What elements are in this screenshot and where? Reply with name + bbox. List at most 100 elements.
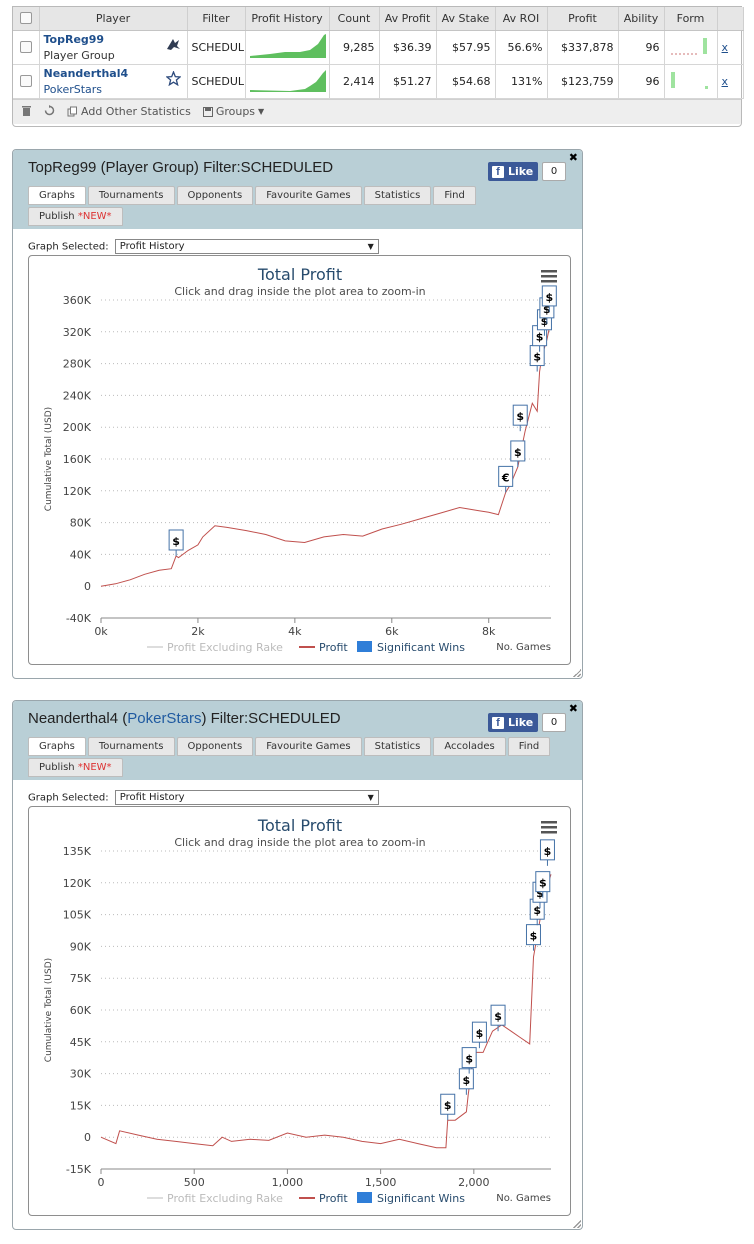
tab-find[interactable]: Find xyxy=(507,737,551,756)
chart-menu-icon[interactable] xyxy=(541,821,557,834)
tab-tournaments[interactable]: Tournaments xyxy=(87,186,175,205)
y-tick-label: 90K xyxy=(70,940,92,953)
groups-label: Groups xyxy=(215,105,256,118)
header-filter[interactable]: Filter xyxy=(187,7,246,31)
groups-dropdown[interactable]: Groups ▼ xyxy=(202,105,264,118)
significant-win-flag[interactable]: $ xyxy=(541,285,557,312)
significant-win-flag[interactable]: $ xyxy=(539,839,555,866)
flag-box xyxy=(458,1068,474,1090)
tab-graphs[interactable]: Graphs xyxy=(28,186,86,205)
refresh-icon[interactable] xyxy=(44,104,55,119)
x-tick-label: 500 xyxy=(184,1176,205,1189)
panel-title-filter: Filter:SCHEDULED xyxy=(210,710,341,727)
profit-history-sparkline xyxy=(245,30,330,65)
header-av-profit[interactable]: Av Profit xyxy=(379,7,437,31)
header-form[interactable]: Form xyxy=(664,7,718,31)
tab-find[interactable]: Find xyxy=(433,186,476,205)
panel-title-network-link[interactable]: PokerStars xyxy=(127,710,202,727)
y-tick-label: 45K xyxy=(70,1036,92,1049)
header-av-roi[interactable]: Av ROI xyxy=(495,7,548,31)
legend-item-profit: Profit xyxy=(319,641,348,654)
count-cell: 9,285 xyxy=(329,30,380,65)
tab-tournaments[interactable]: Tournaments xyxy=(87,737,175,756)
significant-win-flag[interactable]: $ xyxy=(532,325,548,352)
legend-item-significant-wins: Significant Wins xyxy=(377,1192,465,1205)
significant-win-flag[interactable]: $ xyxy=(471,1021,487,1049)
row-checkbox[interactable] xyxy=(13,64,40,99)
chart-menu-icon[interactable] xyxy=(541,270,557,283)
player-group-icon xyxy=(165,37,181,54)
remove-row-button[interactable]: x xyxy=(721,40,729,54)
flag-box xyxy=(471,1021,487,1043)
flag-symbol: $ xyxy=(463,1074,471,1087)
y-tick-label: 40K xyxy=(70,548,92,561)
header-count[interactable]: Count xyxy=(329,7,380,31)
header-ability[interactable]: Ability xyxy=(618,7,665,31)
row-checkbox[interactable] xyxy=(13,30,40,65)
player-name-link[interactable]: TopReg99 xyxy=(43,32,105,46)
tab-opponents[interactable]: Opponents xyxy=(176,186,254,205)
significant-win-flag[interactable]: $ xyxy=(461,1047,477,1074)
tab-publish[interactable]: Publish *NEW* xyxy=(28,207,123,226)
significant-win-flag[interactable]: $ xyxy=(168,529,184,556)
header-player[interactable]: Player xyxy=(39,7,188,31)
tab-graphs[interactable]: Graphs xyxy=(28,737,86,756)
y-tick-label: -40K xyxy=(66,612,92,625)
tab-statistics[interactable]: Statistics xyxy=(363,737,432,756)
tab-statistics[interactable]: Statistics xyxy=(363,186,432,205)
header-profit-history[interactable]: Profit History xyxy=(245,7,330,31)
significant-win-flag[interactable]: $ xyxy=(529,345,545,372)
graph-selected-label: Graph Selected: xyxy=(28,792,109,804)
close-icon[interactable]: ✖ xyxy=(568,151,578,164)
select-all-checkbox[interactable] xyxy=(13,7,40,31)
chart-subtitle: Click and drag inside the plot area to z… xyxy=(174,836,425,849)
close-icon[interactable]: ✖ xyxy=(568,702,578,715)
significant-win-flag[interactable]: $ xyxy=(490,1004,506,1032)
av-stake-cell: $57.95 xyxy=(436,30,496,65)
form-sparkline xyxy=(664,64,718,99)
player-network-link[interactable]: PokerStars xyxy=(43,82,103,96)
player-name-link[interactable]: Neanderthal4 xyxy=(43,66,129,80)
pokerstars-star-icon xyxy=(164,69,182,89)
x-axis-label: No. Games xyxy=(496,642,551,653)
y-tick-label: 105K xyxy=(63,909,92,922)
y-axis-label: Cumulative Total (USD) xyxy=(44,407,54,511)
panel-title-paren-open: ( xyxy=(122,710,128,727)
av-profit-cell: $36.39 xyxy=(379,30,437,65)
chart-menu-bar xyxy=(541,270,557,273)
y-tick-label: 200K xyxy=(63,421,92,434)
graph-select-dropdown[interactable]: Profit History ▼ xyxy=(114,790,379,805)
tab-favourite-games[interactable]: Favourite Games xyxy=(255,186,362,205)
facebook-like-button[interactable]: f Like xyxy=(488,713,538,732)
graph-select-dropdown[interactable]: Profit History ▼ xyxy=(114,239,379,254)
remove-row-button[interactable]: x xyxy=(721,74,729,88)
graph-selector: Graph Selected: Profit History ▼ xyxy=(28,239,379,254)
flag-symbol: $ xyxy=(543,303,551,316)
significant-win-flag[interactable]: $ xyxy=(525,924,541,951)
y-tick-label: 360K xyxy=(63,294,92,307)
panel-tabs: Graphs Tournaments Opponents Favourite Game… xyxy=(28,186,568,228)
add-other-statistics-button[interactable]: Add Other Statistics xyxy=(67,105,191,118)
tab-opponents[interactable]: Opponents xyxy=(176,737,254,756)
x-tick-label: 1,500 xyxy=(365,1176,397,1189)
resize-handle[interactable] xyxy=(573,669,581,677)
flag-symbol: $ xyxy=(530,930,538,943)
tab-favourite-games[interactable]: Favourite Games xyxy=(255,737,362,756)
header-profit[interactable]: Profit xyxy=(547,7,619,31)
header-av-stake[interactable]: Av Stake xyxy=(436,7,496,31)
significant-win-flag[interactable]: $ xyxy=(458,1068,474,1095)
significant-win-flag[interactable]: $ xyxy=(440,1093,456,1121)
tab-publish[interactable]: Publish *NEW* xyxy=(28,758,123,777)
tab-accolades[interactable]: Accolades xyxy=(433,737,506,756)
significant-win-flag[interactable]: € xyxy=(498,465,514,493)
significant-win-flag[interactable]: $ xyxy=(529,898,545,926)
significant-win-flag[interactable]: $ xyxy=(512,404,528,432)
trash-icon[interactable] xyxy=(21,105,32,119)
resize-handle[interactable] xyxy=(573,1220,581,1228)
panel-title-player: Neanderthal4 xyxy=(28,710,119,727)
significant-win-flag[interactable]: $ xyxy=(510,440,526,467)
significant-win-flag[interactable]: $ xyxy=(535,871,551,898)
facebook-like-button[interactable]: f Like xyxy=(488,162,538,181)
